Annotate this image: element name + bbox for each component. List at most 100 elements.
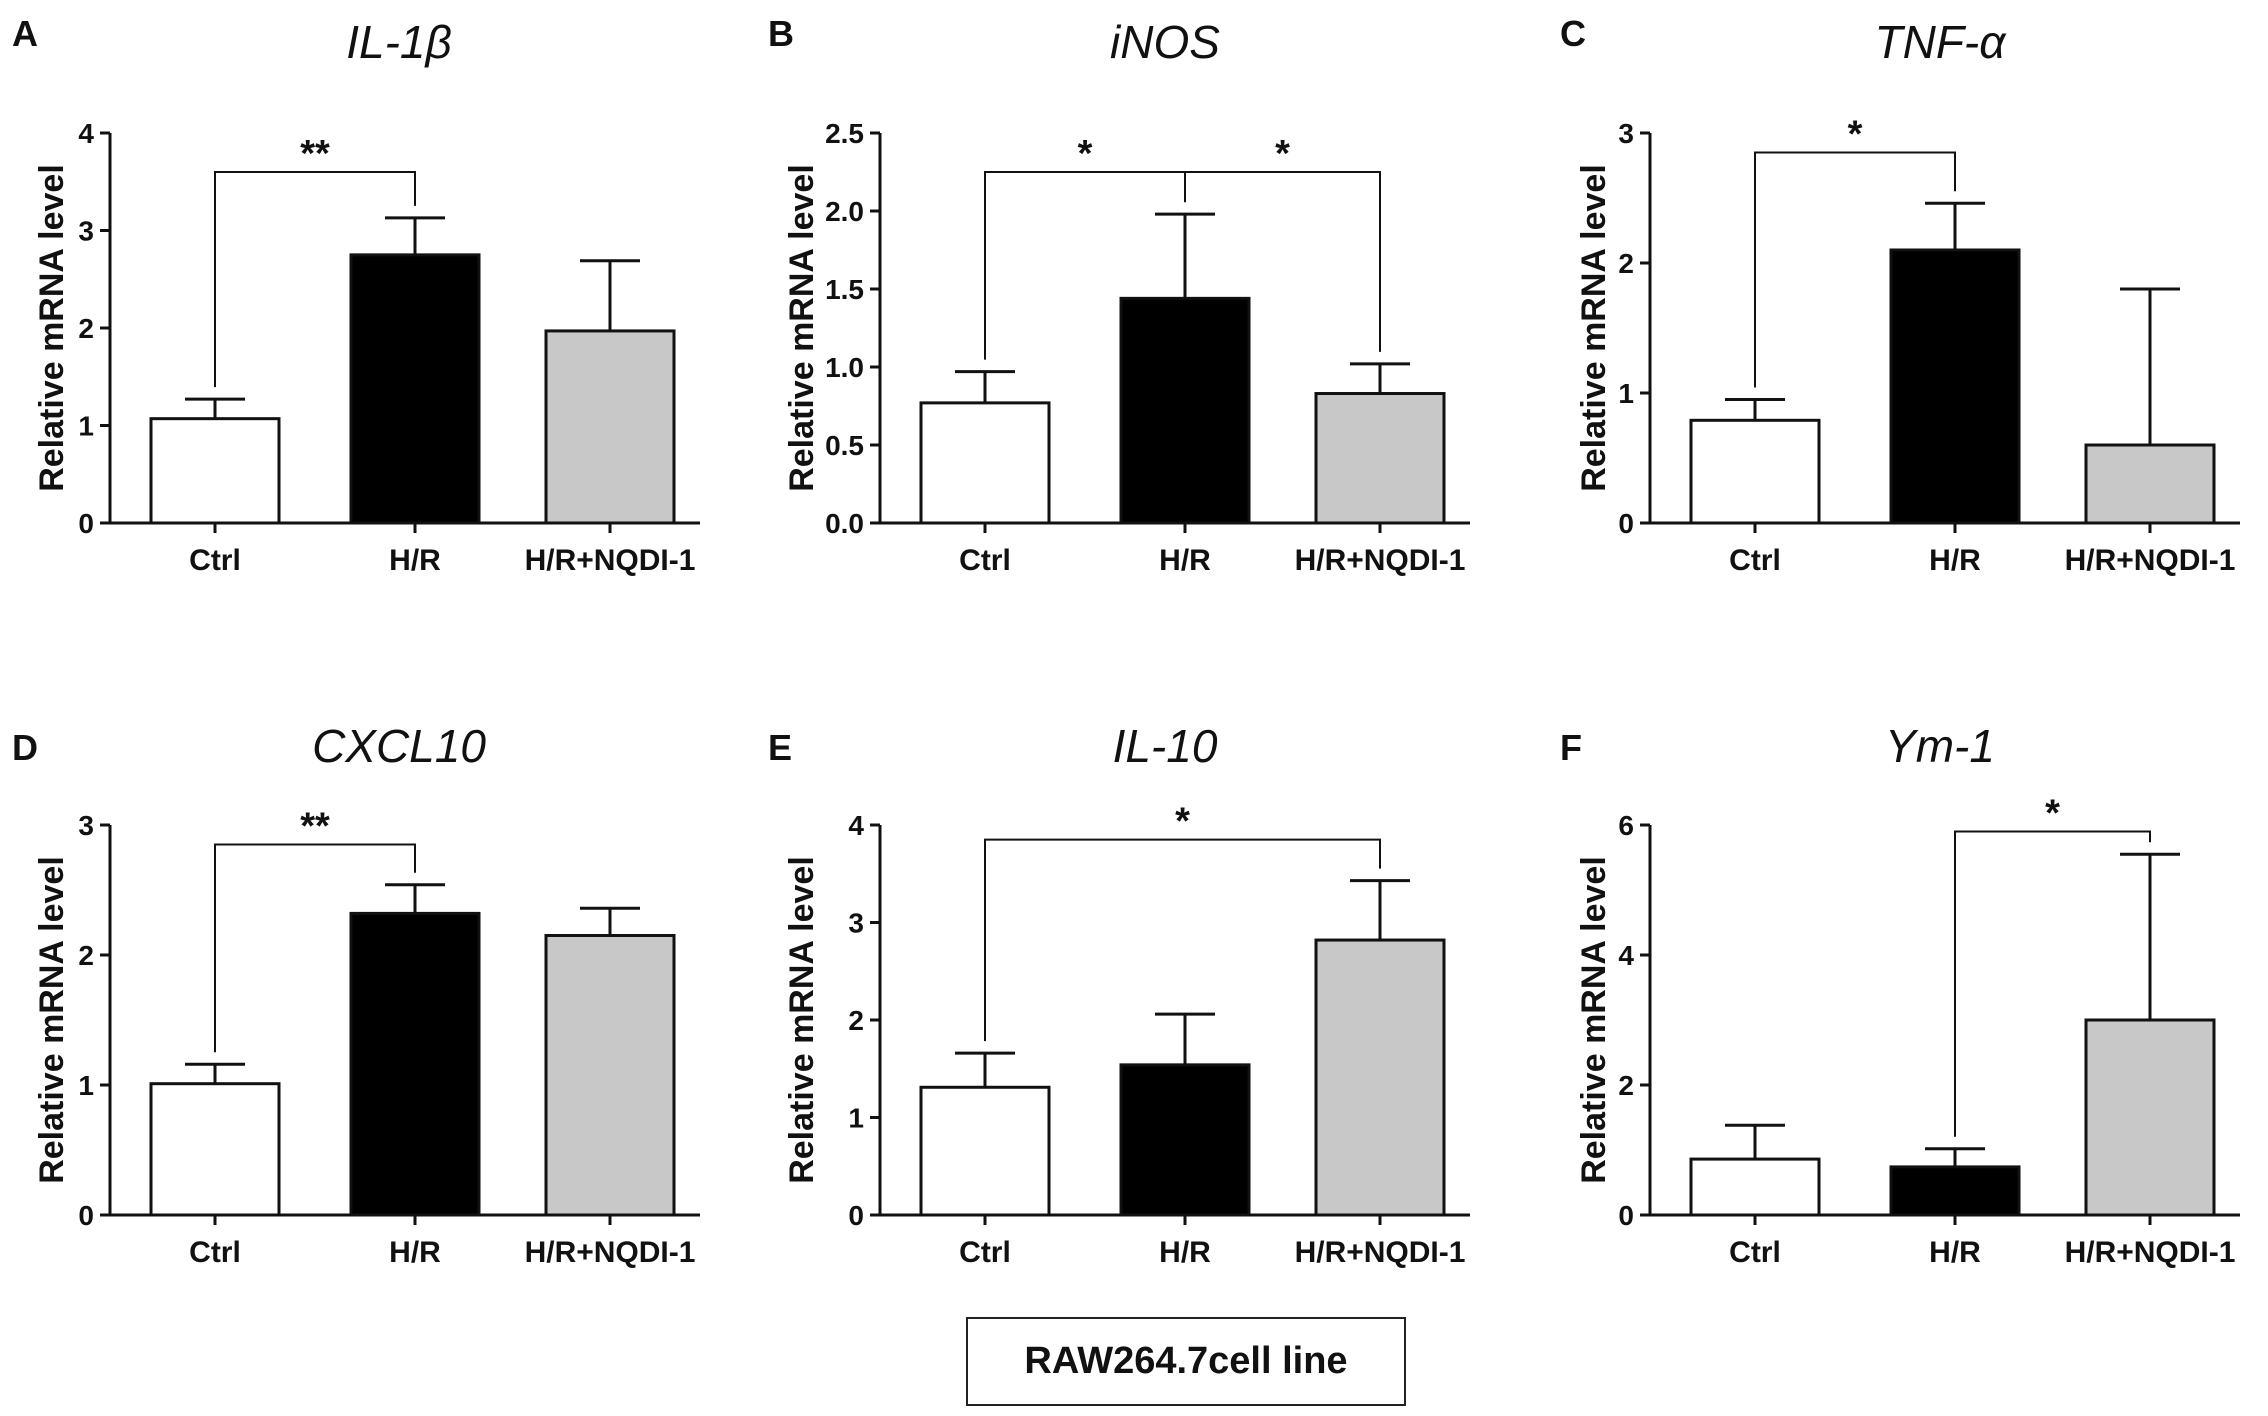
panel-title: IL-10 [1113,720,1218,772]
y-tick-label: 2 [848,1005,864,1036]
significance-label: * [1078,133,1093,175]
bar-h-r-nqdi-1 [2084,443,2216,525]
x-tick-label: H/R+NQDI-1 [525,544,696,577]
panel-title: IL-1β [346,16,452,68]
panel-title: iNOS [1110,16,1220,68]
y-axis-label: Relative mRNA level [33,164,71,492]
bar-h-r-nqdi-1 [1314,938,1446,1217]
y-tick-label: 0.5 [825,430,864,461]
bar-h-r [1889,1165,2021,1217]
panel-e: E IL-10 Relative mRNA level 0 1 2 3 4 Ctrl H/R H/R… [768,720,1470,1269]
bar-ctrl [1689,418,1821,525]
panel-letter: E [768,727,792,768]
panel-letter: F [1560,727,1582,768]
panel-letter: D [12,727,38,768]
significance-bracket [984,838,1381,1042]
y-tick-label: 2 [78,313,94,344]
y-tick-label: 6 [1618,810,1634,841]
cell-line-caption: RAW264.7cell line [966,1317,1406,1406]
y-tick-label: 2 [1618,248,1634,279]
y-axis-label: Relative mRNA level [1575,164,1613,492]
bar-h-r-nqdi-1 [2084,1018,2216,1217]
bar-h-r-nqdi-1 [544,329,676,525]
significance-label: ** [300,133,330,175]
y-tick-label: 0 [1618,508,1634,539]
x-tick-label: H/R+NQDI-1 [1295,1236,1466,1269]
y-axis-label: Relative mRNA level [783,164,821,492]
bar-ctrl [149,417,281,525]
bar-h-r [349,911,481,1217]
significance-label: * [2045,793,2060,835]
y-axis-label: Relative mRNA level [33,856,71,1184]
x-tick-label: H/R [1159,1236,1211,1269]
bar-h-r [1119,296,1251,525]
x-tick-label: H/R [389,544,441,577]
x-tick-label: Ctrl [189,544,241,577]
y-tick-label: 0 [78,1200,94,1231]
significance-bracket [214,171,416,388]
significance-label: * [1275,133,1290,175]
y-tick-label: 0 [78,508,94,539]
y-tick-label: 2.0 [825,196,864,227]
bar-h-r-nqdi-1 [544,934,676,1217]
y-tick-label: 2 [78,940,94,971]
y-tick-label: 3 [78,216,94,247]
x-tick-label: H/R+NQDI-1 [1295,544,1466,577]
y-tick-label: 4 [1618,940,1634,971]
y-axis-label: Relative mRNA level [783,856,821,1184]
bar-ctrl [1689,1157,1821,1217]
y-tick-label: 4 [78,118,94,149]
bar-ctrl [149,1082,281,1217]
significance-bracket [1184,171,1381,352]
y-tick-label: 2 [1618,1070,1634,1101]
y-tick-label: 4 [848,810,864,841]
x-tick-label: H/R+NQDI-1 [525,1236,696,1269]
x-tick-label: Ctrl [189,1236,241,1269]
x-tick-label: Ctrl [959,544,1011,577]
y-tick-label: 0 [848,1200,864,1231]
y-tick-label: 1.5 [825,274,864,305]
bar-ctrl [919,401,1051,525]
significance-label: * [1175,801,1190,843]
bar-h-r [1119,1063,1251,1217]
y-tick-label: 1 [848,1103,864,1134]
significance-bracket [1954,830,2151,1137]
y-tick-label: 1.0 [825,352,864,383]
y-axis-label: Relative mRNA level [1575,856,1613,1184]
y-tick-label: 3 [848,908,864,939]
x-tick-label: Ctrl [1729,544,1781,577]
bar-ctrl [919,1085,1051,1217]
y-tick-label: 2.5 [825,118,864,149]
significance-bracket [214,843,416,1053]
panel-letter: B [768,13,794,54]
y-tick-label: 0.0 [825,508,864,539]
x-tick-label: Ctrl [1729,1236,1781,1269]
panel-letter: A [12,13,38,54]
x-tick-label: H/R [1929,544,1981,577]
y-tick-label: 1 [78,411,94,442]
y-tick-label: 0 [1618,1200,1634,1231]
x-tick-label: H/R [1159,544,1211,577]
panel-title: TNF-α [1875,16,2008,68]
significance-bracket [1754,151,1956,388]
x-tick-label: H/R [389,1236,441,1269]
panel-title: Ym-1 [1885,720,1995,772]
bar-h-r [349,253,481,525]
x-tick-label: Ctrl [959,1236,1011,1269]
x-tick-label: H/R+NQDI-1 [2065,1236,2236,1269]
significance-label: * [1848,114,1863,156]
x-tick-label: H/R+NQDI-1 [2065,544,2236,577]
panel-letter: C [1560,13,1586,54]
x-tick-label: H/R [1929,1236,1981,1269]
panel-title: CXCL10 [312,720,486,772]
bar-h-r [1889,248,2021,525]
y-tick-label: 3 [78,810,94,841]
significance-label: ** [300,806,330,848]
bar-h-r-nqdi-1 [1314,392,1446,525]
